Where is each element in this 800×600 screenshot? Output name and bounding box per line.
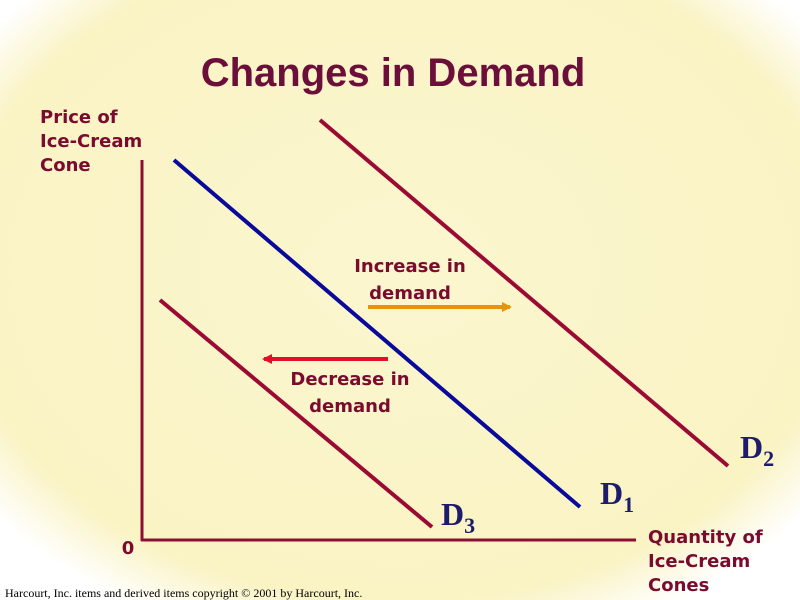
- x-axis-label: Quantity of: [648, 527, 763, 548]
- curve-subscript: 1: [623, 492, 634, 517]
- curve-name: D: [600, 475, 623, 511]
- curve-d3: [158, 298, 434, 529]
- curve-subscript: 2: [763, 446, 774, 471]
- curve-label: D2: [740, 429, 774, 471]
- curve-name: D: [441, 496, 464, 532]
- curve-name: D: [740, 429, 763, 465]
- origin-label: 0: [122, 538, 135, 559]
- x-axis-label: Ice-Cream: [648, 551, 750, 572]
- curve-d2: [318, 118, 730, 468]
- annotation: demand: [369, 283, 451, 304]
- footer: Harcourt, Inc. items and derived items c…: [5, 586, 362, 600]
- curve-subscript: 3: [464, 513, 475, 538]
- curve-label: D3: [441, 496, 475, 538]
- y-axis-label: Price of: [40, 107, 118, 128]
- y-axis-label: Cone: [40, 155, 91, 176]
- curve-label: D1: [600, 475, 634, 517]
- annotation: Increase in: [354, 256, 466, 277]
- annotation: demand: [309, 396, 391, 417]
- curve-d1: [172, 158, 582, 509]
- y-axis-label: Ice-Cream: [40, 131, 142, 152]
- x-axis-label: Cones: [648, 575, 709, 596]
- title: Changes in Demand: [201, 51, 586, 95]
- annotation: Decrease in: [290, 369, 409, 390]
